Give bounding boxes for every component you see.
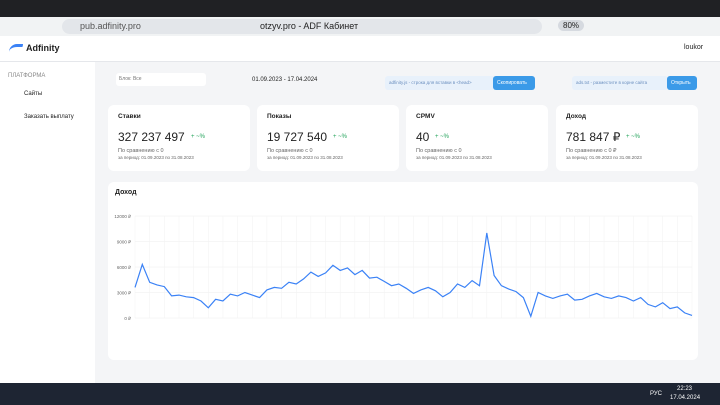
nav-item[interactable]: Заказать выплату	[24, 114, 74, 120]
tab-title: otzyv.pro - ADF Кабинет	[260, 21, 359, 31]
block-filter[interactable]: Блок: Все	[119, 76, 142, 82]
card-change: + ~%	[435, 134, 450, 140]
card-title: Показы	[267, 113, 292, 120]
open-label[interactable]: Открыть	[671, 80, 691, 86]
y-tick-label: 6000 ₽	[117, 265, 132, 270]
chart-card	[108, 182, 698, 360]
period-filter[interactable]: 01.09.2023 - 17.04.2024	[252, 77, 318, 83]
card-change: + ~%	[333, 134, 348, 140]
card-change: + ~%	[191, 134, 206, 140]
card-value: 781 847 ₽	[566, 130, 621, 144]
y-tick-label: 0 ₽	[124, 316, 132, 321]
card-change: + ~%	[626, 134, 641, 140]
logo-icon	[9, 44, 23, 52]
y-tick-label: 9000 ₽	[117, 240, 132, 245]
zoom[interactable]: 80%	[558, 20, 585, 31]
card-title: Ставки	[118, 113, 141, 120]
tab-strip	[0, 0, 720, 17]
taskbar-time: 22:23	[677, 386, 693, 392]
sidebar-section: ПЛАТФОРМА	[8, 73, 46, 79]
card-compare: По сравнению с 0	[416, 148, 462, 154]
taskbar-lang: РУС	[650, 391, 663, 397]
block-select[interactable]	[116, 73, 206, 86]
taskbar-date: 17.04.2024	[670, 395, 701, 401]
line-series	[134, 232, 693, 319]
user[interactable]: loukor	[684, 44, 704, 51]
chart-title: Доход	[115, 189, 137, 196]
snippet: adfinity.js - строка для вставки в <head…	[389, 80, 472, 85]
url[interactable]: pub.adfinity.pro	[80, 21, 141, 31]
card-compare: По сравнению с 0	[118, 148, 164, 154]
card-title: Доход	[566, 113, 586, 120]
app-header	[0, 36, 720, 62]
copy-label[interactable]: Скопировать	[497, 80, 527, 86]
nav-item[interactable]: Сайты	[24, 91, 43, 97]
card-compare: По сравнению с 0 ₽	[566, 148, 617, 154]
card-period: за период: 01.09.2023 по 31.08.2023	[267, 155, 343, 160]
card-period: за период: 01.09.2023 по 31.08.2023	[416, 155, 492, 160]
snippet-box	[385, 76, 495, 90]
copy-button[interactable]	[493, 76, 535, 90]
url-field[interactable]	[62, 19, 542, 34]
card-value: 327 237 497	[118, 130, 185, 144]
card-title: CPMV	[416, 113, 435, 120]
stat-card	[556, 105, 698, 171]
taskbar	[0, 383, 720, 405]
open-button[interactable]	[667, 76, 697, 90]
ads-txt: ads.txt - разместите в корне сайта	[576, 80, 648, 85]
card-period: за период: 01.09.2023 по 31.08.2023	[118, 155, 194, 160]
card-value: 40	[416, 130, 430, 144]
card-value: 19 727 540	[267, 130, 328, 144]
stat-card	[406, 105, 548, 171]
sidebar	[0, 62, 95, 383]
card-compare: По сравнению с 0	[267, 148, 313, 154]
stat-card	[108, 105, 250, 171]
card-period: за период: 01.09.2023 по 31.08.2023	[566, 155, 642, 160]
y-tick-label: 3000 ₽	[117, 291, 132, 296]
stat-card	[257, 105, 399, 171]
logo[interactable]: Adfinity	[26, 43, 60, 53]
ads-box	[572, 76, 668, 90]
y-tick-label: 12000 ₽	[114, 214, 132, 219]
